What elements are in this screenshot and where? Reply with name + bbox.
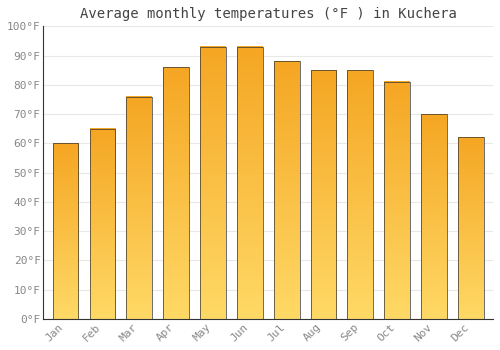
Bar bbox=[200, 47, 226, 319]
Bar bbox=[421, 114, 447, 319]
Bar bbox=[126, 97, 152, 319]
Bar bbox=[90, 129, 116, 319]
Bar bbox=[458, 138, 484, 319]
Bar bbox=[274, 61, 299, 319]
Bar bbox=[163, 67, 189, 319]
Bar bbox=[52, 143, 78, 319]
Bar bbox=[348, 70, 374, 319]
Bar bbox=[237, 47, 262, 319]
Bar bbox=[384, 82, 410, 319]
Bar bbox=[310, 70, 336, 319]
Title: Average monthly temperatures (°F ) in Kuchera: Average monthly temperatures (°F ) in Ku… bbox=[80, 7, 456, 21]
